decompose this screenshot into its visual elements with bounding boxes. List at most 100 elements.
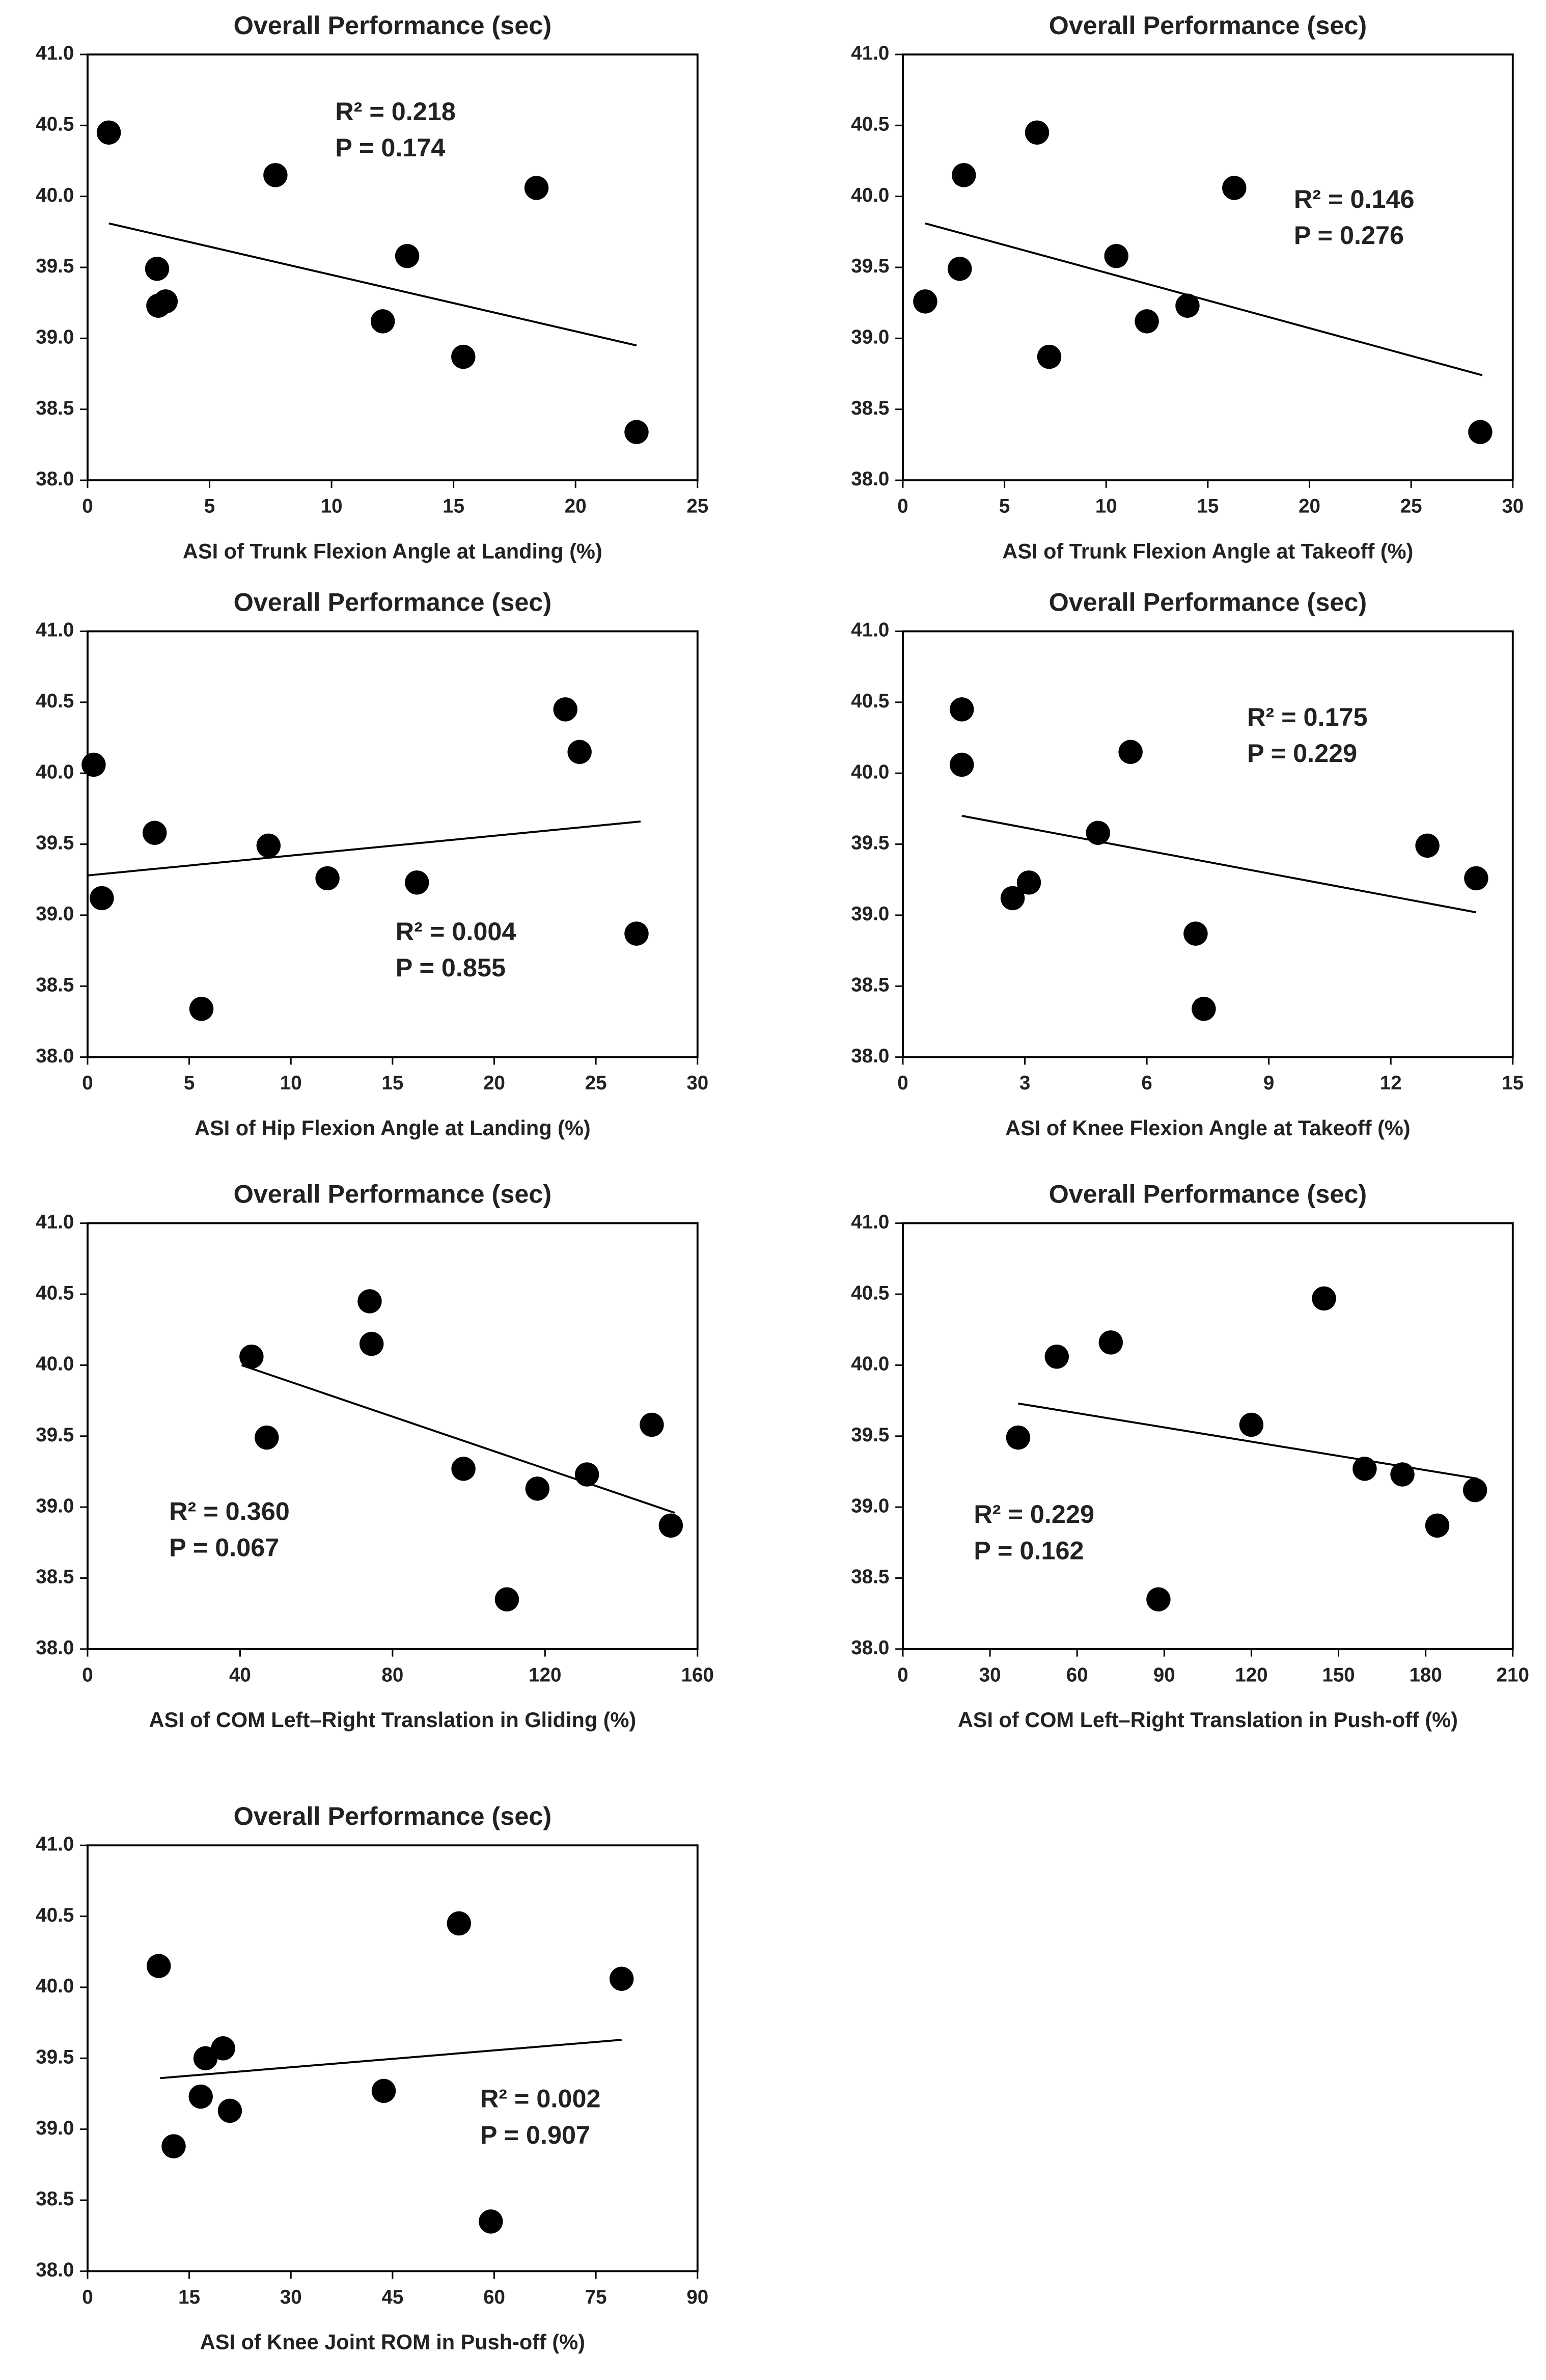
annotation: P = 0.162 [974, 1536, 1084, 1565]
annotation: R² = 0.175 [1247, 702, 1368, 731]
x-tick-label: 25 [585, 1072, 607, 1094]
data-point [359, 1331, 384, 1356]
y-tick-label: 39.0 [851, 1495, 889, 1517]
x-tick-label: 210 [1497, 1664, 1529, 1686]
x-tick-label: 30 [1502, 496, 1524, 517]
y-tick-label: 40.0 [36, 1975, 74, 1997]
x-tick-label: 5 [204, 496, 215, 517]
trend-line [108, 222, 637, 347]
x-tick-label: 20 [1299, 496, 1320, 517]
data-point [913, 289, 937, 314]
x-tick-label: 0 [82, 1664, 93, 1686]
data-point [1415, 833, 1440, 858]
x-axis-label: ASI of Trunk Flexion Angle at Landing (%… [183, 539, 602, 563]
data-point [658, 1513, 683, 1538]
data-point [188, 2084, 213, 2109]
data-point [1104, 243, 1128, 268]
x-tick-label: 90 [1153, 1664, 1175, 1686]
data-point [145, 257, 170, 281]
data-point [189, 997, 214, 1021]
data-point [370, 309, 395, 334]
y-tick-label: 38.0 [851, 468, 889, 490]
chart-panel: Overall Performance (sec) 38.0 38.5 39.0 39.… [36, 1801, 708, 2354]
data-point [1025, 120, 1050, 145]
chart-panel: Overall Performance (sec) 38.0 38.5 39.0 39.… [851, 1180, 1529, 1732]
data-point [263, 163, 288, 187]
data-point [624, 420, 649, 444]
data-point [193, 2046, 218, 2071]
data-point [81, 752, 106, 777]
data-point [315, 866, 340, 891]
data-point [1192, 997, 1216, 1021]
data-point [1175, 293, 1200, 318]
y-tick-label: 39.0 [36, 1495, 74, 1517]
data-point [211, 2036, 235, 2061]
x-axis-label: ASI of COM Left–Right Translation in Pus… [958, 1708, 1458, 1732]
data-point [640, 1412, 664, 1437]
chart-panel: Overall Performance (sec) 38.0 38.5 39.0 39.… [851, 11, 1524, 563]
y-tick-label: 38.5 [36, 1566, 74, 1588]
data-point [1016, 870, 1041, 895]
x-tick-label: 25 [1400, 496, 1422, 517]
x-tick-label: 160 [681, 1664, 714, 1686]
data-point [1222, 176, 1247, 200]
data-point [1390, 1462, 1415, 1487]
trend-line [241, 1364, 675, 1514]
annotation: P = 0.229 [1247, 738, 1357, 768]
x-tick-label: 45 [381, 2286, 403, 2308]
trend-line [925, 222, 1483, 376]
chart-title: Overall Performance (sec) [234, 587, 552, 616]
x-tick-label: 90 [686, 2286, 708, 2308]
x-tick-label: 60 [1066, 1664, 1088, 1686]
x-tick-label: 5 [999, 496, 1010, 517]
y-tick-label: 38.5 [851, 397, 889, 419]
data-point [950, 752, 974, 777]
data-point [90, 886, 114, 911]
y-tick-label: 38.5 [36, 2188, 74, 2210]
x-tick-label: 30 [280, 2286, 302, 2308]
chart-panel: Overall Performance (sec) 38.0 38.5 39.0 39.… [36, 1180, 714, 1732]
y-tick-label: 41.0 [36, 619, 74, 641]
y-tick-label: 39.5 [36, 2046, 74, 2068]
data-point [1425, 1513, 1450, 1538]
x-tick-label: 0 [897, 496, 908, 517]
y-tick-label: 40.0 [36, 1353, 74, 1375]
data-point [525, 1476, 550, 1501]
chart-title: Overall Performance (sec) [1049, 11, 1367, 40]
data-point [1118, 740, 1143, 764]
data-point [1468, 420, 1493, 444]
x-tick-label: 6 [1141, 1072, 1152, 1094]
y-tick-label: 39.5 [36, 832, 74, 854]
y-tick-label: 39.0 [851, 903, 889, 925]
x-axis-label: ASI of COM Left–Right Translation in Gli… [149, 1708, 636, 1732]
data-point [1183, 921, 1208, 946]
data-point [948, 257, 972, 281]
data-point [239, 1344, 264, 1369]
data-point [146, 293, 171, 318]
x-tick-label: 0 [897, 1664, 908, 1686]
data-point [405, 870, 429, 895]
y-tick-label: 40.5 [851, 690, 889, 712]
data-point [553, 697, 577, 722]
plot-frame [902, 1222, 1514, 1650]
y-tick-label: 39.5 [851, 832, 889, 854]
chart-title: Overall Performance (sec) [234, 11, 552, 40]
trend-line [160, 2039, 622, 2080]
data-point [1086, 820, 1110, 845]
x-tick-label: 0 [897, 1072, 908, 1094]
plot-frame [87, 630, 699, 1058]
x-axis-label: ASI of Trunk Flexion Angle at Takeoff (%… [1002, 539, 1413, 563]
x-tick-label: 75 [585, 2286, 607, 2308]
x-tick-label: 40 [229, 1664, 251, 1686]
x-tick-label: 0 [82, 496, 93, 517]
data-point [1352, 1457, 1377, 1481]
annotation: R² = 0.004 [396, 917, 516, 946]
y-tick-label: 39.5 [851, 255, 889, 277]
x-tick-label: 180 [1410, 1664, 1442, 1686]
y-tick-label: 41.0 [36, 1211, 74, 1233]
annotation: R² = 0.218 [335, 97, 456, 126]
x-tick-label: 30 [686, 1072, 708, 1094]
data-point [1146, 1587, 1171, 1611]
x-tick-label: 15 [178, 2286, 200, 2308]
